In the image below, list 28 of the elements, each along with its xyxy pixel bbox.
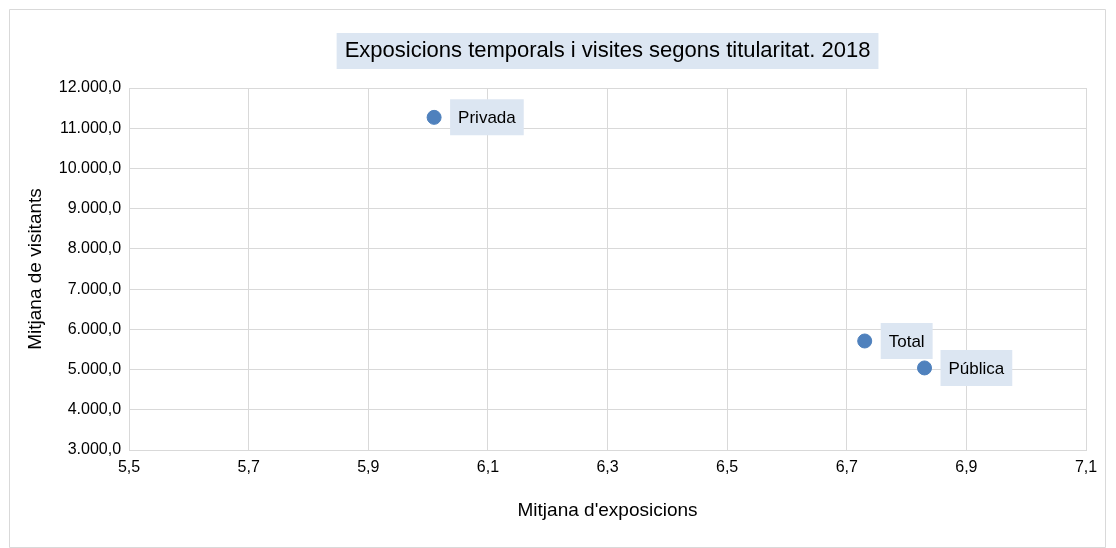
point	[917, 360, 933, 376]
x-tick-label: 5,9	[357, 458, 380, 476]
x-tick-label: 6,1	[476, 458, 500, 476]
annotation: Pública	[948, 358, 1005, 378]
y-tick-label: 7.000,0	[67, 279, 122, 297]
y-tick-label: 12.000,0	[58, 78, 122, 96]
x-tick-label: 6,9	[955, 458, 978, 476]
y-axis-title: Mitjana de visitants	[23, 188, 45, 350]
x-tick-label: 5,5	[117, 458, 141, 476]
point	[857, 333, 873, 349]
x-axis-title: Mitjana d'exposicions	[517, 498, 698, 520]
x-tick-label: 7,1	[1074, 458, 1098, 476]
annotation: Privada	[458, 108, 517, 128]
y-tick-label: 10.000,0	[58, 158, 122, 176]
y-tick-label: 3.000,0	[67, 440, 122, 458]
y-tick-label: 9.000,0	[67, 199, 122, 217]
y-tick-label: 5.000,0	[67, 359, 122, 377]
x-tick-label: 6,7	[835, 458, 858, 476]
chart-title: Exposicions temporals i visites segons titularitat. 2018	[344, 37, 871, 63]
x-tick-label: 5,7	[237, 458, 260, 476]
annotation: Total	[888, 331, 925, 351]
y-tick-label: 8.000,0	[67, 239, 122, 257]
x-tick-label: 6,3	[596, 458, 619, 476]
point	[426, 109, 442, 125]
y-tick-label: 11.000,0	[59, 118, 122, 136]
x-tick-label: 6,5	[716, 458, 739, 476]
y-tick-label: 6.000,0	[67, 319, 122, 337]
y-tick-label: 4.000,0	[67, 400, 122, 418]
